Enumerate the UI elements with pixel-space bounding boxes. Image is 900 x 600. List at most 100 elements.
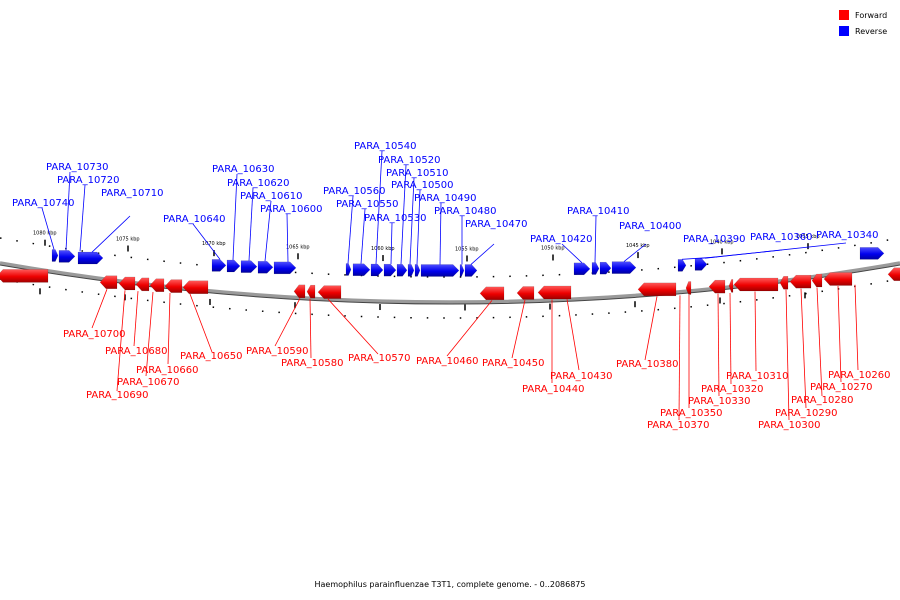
reverse-gene-label: PARA_10560 xyxy=(323,186,385,197)
forward-gene-label: PARA_10680 xyxy=(105,346,167,357)
legend-reverse-swatch xyxy=(839,26,849,36)
forward-gene-label: PARA_10670 xyxy=(117,377,179,388)
forward-gene-arrow xyxy=(516,286,535,300)
forward-gene-leader xyxy=(91,289,108,329)
forward-gene-leader xyxy=(717,293,720,397)
forward-gene-label: PARA_10570 xyxy=(348,353,410,364)
reverse-gene-arrow xyxy=(352,263,371,276)
reverse-gene-arrow xyxy=(599,261,612,275)
scale-ring-inner xyxy=(0,278,900,319)
forward-gene-label: PARA_10370 xyxy=(647,420,709,431)
reverse-gene-arrow xyxy=(257,261,274,274)
reverse-gene-leader xyxy=(286,213,289,262)
reverse-gene-label: PARA_10510 xyxy=(386,168,448,179)
forward-gene-label: PARA_10320 xyxy=(701,384,763,395)
forward-gene-label: PARA_10260 xyxy=(828,370,890,381)
reverse-gene-arrow xyxy=(370,263,384,277)
forward-gene-leader xyxy=(133,291,139,347)
forward-gene-label: PARA_10660 xyxy=(136,365,198,376)
legend-reverse-label: Reverse xyxy=(855,27,887,36)
reverse-gene-arrow xyxy=(859,247,885,260)
reverse-gene-arrow xyxy=(226,259,241,273)
reverse-gene-arrow xyxy=(345,263,352,276)
reverse-gene-arrow xyxy=(420,264,460,277)
scale-ring-outer xyxy=(0,237,900,278)
forward-gene-label: PARA_10450 xyxy=(482,358,544,369)
forward-gene-leader xyxy=(854,284,859,371)
reverse-gene-arrow xyxy=(694,258,708,271)
scale-tick-label: 1060 kbp xyxy=(371,246,395,252)
forward-gene-label: PARA_10650 xyxy=(180,351,242,362)
reverse-gene-label: PARA_10520 xyxy=(378,155,440,166)
forward-gene-arrow xyxy=(779,276,789,290)
forward-gene-leader xyxy=(644,296,658,361)
reverse-gene-arrow xyxy=(573,262,591,276)
reverse-gene-label: PARA_10740 xyxy=(12,198,74,209)
forward-gene-arrow xyxy=(728,279,734,293)
forward-gene-label: PARA_10270 xyxy=(810,382,872,393)
reverse-gene-leader xyxy=(416,189,421,265)
forward-gene-arrow xyxy=(637,282,677,297)
reverse-gene-arrow xyxy=(677,259,687,272)
reverse-gene-leader xyxy=(360,208,366,264)
forward-gene-label: PARA_10460 xyxy=(416,356,478,367)
scale-tick-label: 1070 kbp xyxy=(202,241,226,247)
reverse-gene-label: PARA_10410 xyxy=(567,206,629,217)
reverse-gene-label: PARA_10340 xyxy=(816,230,878,241)
forward-gene-leader xyxy=(274,298,301,347)
reverse-gene-arrow xyxy=(240,260,258,273)
reverse-gene-arrow xyxy=(414,264,421,277)
reverse-gene-arrow xyxy=(273,261,297,275)
forward-gene-arrow xyxy=(685,281,692,295)
reverse-gene-label: PARA_10500 xyxy=(391,180,453,191)
forward-gene-arrow xyxy=(306,284,316,299)
forward-gene-arrow xyxy=(164,279,183,293)
forward-gene-arrow xyxy=(149,278,165,292)
scale-tick-label: 1045 kbp xyxy=(626,243,650,249)
reverse-gene-label: PARA_10730 xyxy=(46,162,108,173)
forward-gene-leader xyxy=(446,300,493,357)
forward-gene-leader xyxy=(837,285,842,383)
reverse-gene-leader xyxy=(439,202,442,265)
forward-gene-label: PARA_10590 xyxy=(246,346,308,357)
reverse-gene-leader xyxy=(65,171,71,251)
forward-gene-arrow xyxy=(99,275,118,289)
forward-gene-leader xyxy=(754,291,757,372)
reverse-gene-label: PARA_10360 xyxy=(750,232,812,243)
forward-gene-label: PARA_10300 xyxy=(758,420,820,431)
forward-gene-leader xyxy=(678,295,681,421)
forward-gene-label: PARA_10430 xyxy=(550,371,612,382)
reverse-gene-label: PARA_10710 xyxy=(101,188,163,199)
reverse-gene-label: PARA_10640 xyxy=(163,214,225,225)
reverse-gene-leader xyxy=(375,150,383,264)
forward-gene-label: PARA_10690 xyxy=(86,390,148,401)
reverse-gene-label: PARA_10470 xyxy=(465,219,527,230)
scale-tick-label: 1050 kbp xyxy=(541,245,565,251)
forward-gene-leader xyxy=(116,290,126,392)
reverse-strand: PARA_10740 PARA_10730 PARA_10720 PARA_10710… xyxy=(12,141,885,277)
forward-gene-arrow xyxy=(887,267,900,282)
forward-gene-arrow xyxy=(823,272,853,286)
forward-gene-leader xyxy=(816,287,823,397)
forward-gene-leader xyxy=(729,292,732,385)
reverse-gene-label: PARA_10420 xyxy=(530,234,592,245)
forward-gene-arrow xyxy=(182,280,209,294)
reverse-gene-label: PARA_10630 xyxy=(212,164,274,175)
forward-gene-arrow xyxy=(479,286,505,301)
forward-gene-arrow xyxy=(293,284,306,299)
forward-gene-arrow xyxy=(537,285,572,300)
forward-gene-arrow xyxy=(317,285,342,299)
scale-ticks: 1080 kbp 1075 kbp 1070 kbp 1065 kbp 1060 kbp… xyxy=(33,231,820,311)
forward-gene-leader xyxy=(566,299,580,371)
reverse-gene-arrow xyxy=(77,251,104,265)
forward-gene-label: PARA_10440 xyxy=(522,384,584,395)
reverse-gene-leader xyxy=(390,222,393,265)
forward-gene-label: PARA_10330 xyxy=(688,396,750,407)
reverse-gene-leader xyxy=(192,223,221,260)
reverse-gene-leader xyxy=(470,243,495,265)
forward-gene-label: PARA_10290 xyxy=(775,408,837,419)
reverse-gene-arrow xyxy=(591,262,600,275)
forward-gene-leader xyxy=(167,292,171,365)
scale-tick-label: 1065 kbp xyxy=(286,244,310,250)
reverse-gene-leader xyxy=(91,215,131,253)
